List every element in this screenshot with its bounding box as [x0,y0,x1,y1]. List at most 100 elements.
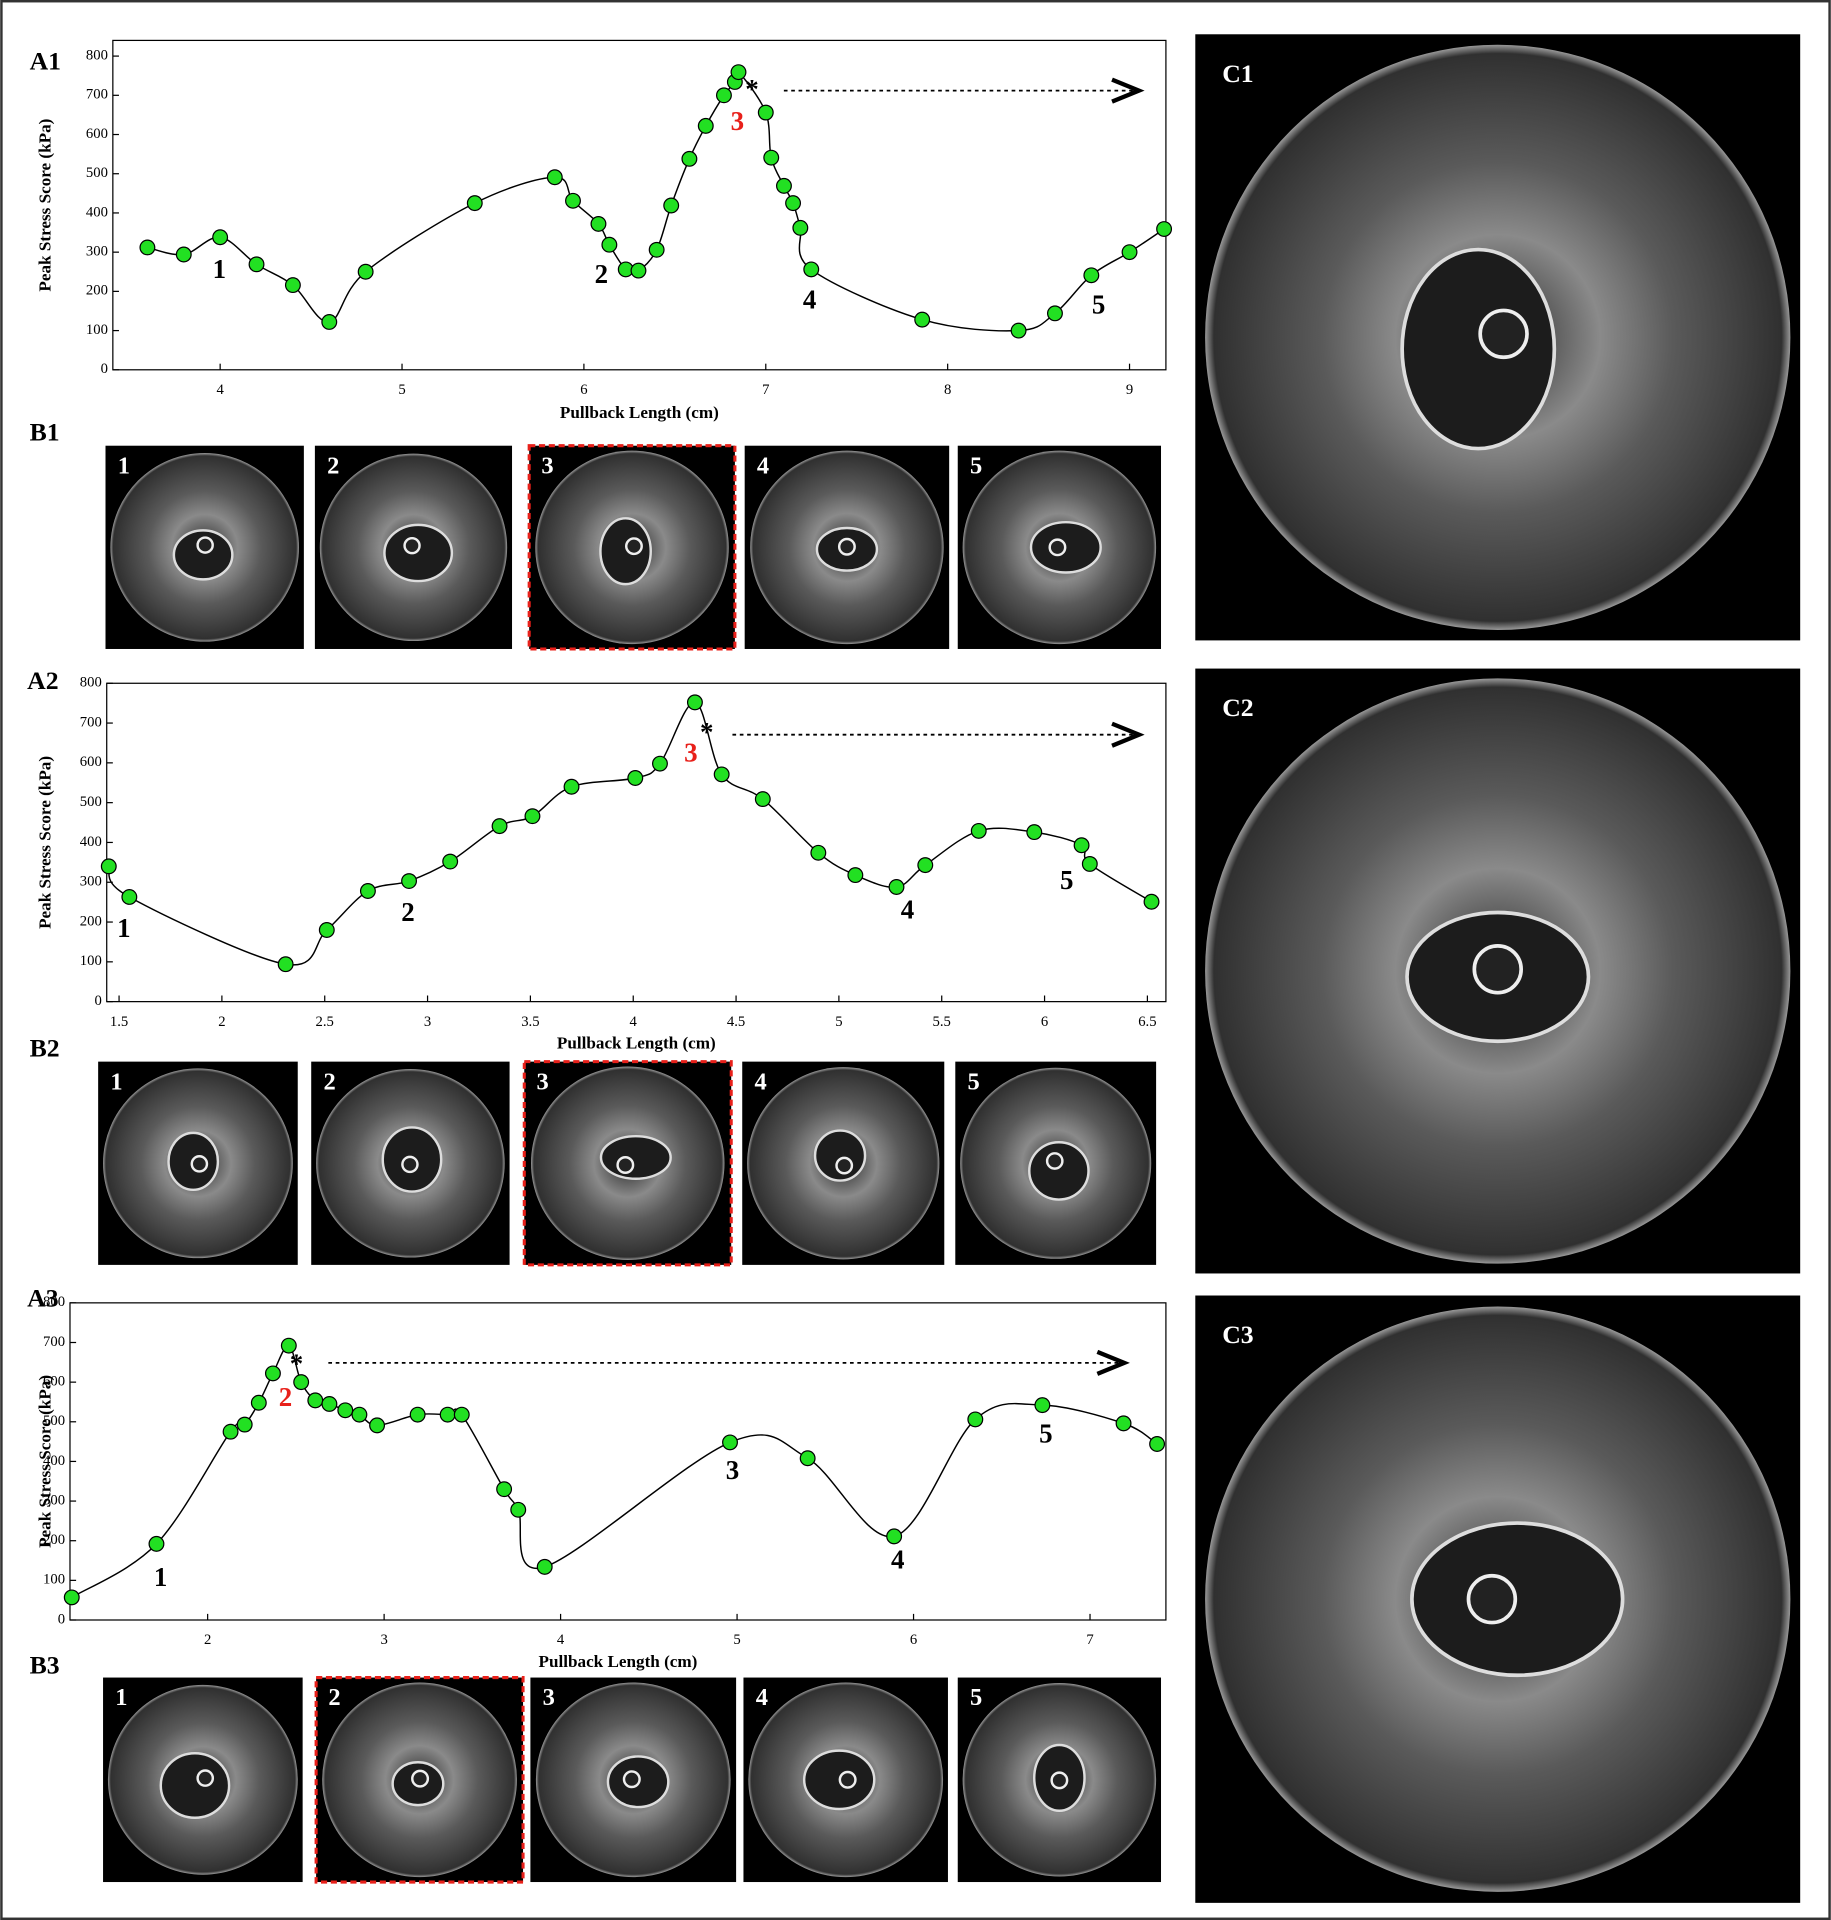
marker [1115,1415,1132,1432]
marker [337,1402,354,1419]
annotation: 5 [1060,865,1073,895]
oct-catheter [411,1769,430,1788]
x-tick-label: 5.5 [933,1014,951,1030]
marker [1156,221,1173,237]
x-tick-label: 5 [733,1632,740,1648]
oct-catheter [403,536,421,555]
marker [1073,837,1090,854]
image-label: 1 [110,1068,122,1095]
marker [563,778,580,795]
marker [442,853,459,870]
y-tick-label: 400 [43,1453,65,1469]
marker [248,256,265,273]
marker [601,236,618,253]
x-tick-label: 7 [762,382,769,398]
y-tick-label: 200 [43,1532,65,1548]
marker [409,1406,426,1423]
marker [1034,1397,1051,1414]
y-tick-label: 100 [43,1572,65,1588]
marker [1047,305,1063,322]
panel-label: A1 [30,47,61,76]
oct-lumen [172,529,234,581]
marker [401,873,418,890]
marker [293,1374,310,1391]
marker [888,879,905,895]
y-tick-label: 0 [58,1611,65,1627]
y-axis-label: Peak Stress Score (kPa) [36,756,55,929]
x-tick-label: 2 [218,1014,225,1030]
marker [466,195,483,212]
annotation: 4 [901,894,914,924]
marker [139,239,156,256]
annotation: * [745,74,758,104]
panel-label: C2 [1222,693,1253,722]
marker [565,192,581,209]
marker [681,150,698,167]
marker [803,261,820,278]
marker [1083,267,1100,284]
x-tick-label: 4 [557,1632,565,1648]
x-tick-label: 9 [1126,382,1133,398]
marker [970,822,987,839]
y-axis-label: Peak Stress Score (kPa) [36,119,55,292]
marker [496,1481,513,1498]
oct-catheter [190,1155,209,1173]
x-tick-label: 6 [910,1632,917,1648]
y-tick-label: 200 [86,283,108,299]
panel-label: C3 [1222,1320,1253,1349]
y-tick-label: 700 [86,87,108,103]
image-label: 3 [543,1684,555,1711]
marker [715,87,732,104]
image-label: 4 [757,452,769,479]
x-axis-label: Pullback Length (cm) [560,403,719,422]
marker [1149,1436,1166,1452]
oct-catheter [1048,538,1067,557]
y-tick-label: 0 [101,361,108,377]
x-tick-label: 4 [630,1014,638,1030]
image-label: 5 [970,452,982,479]
oct-lumen [383,523,454,583]
marker [63,1589,80,1606]
x-tick-label: 1.5 [110,1014,128,1030]
y-tick-label: 300 [43,1492,65,1508]
oct-lumen [1400,247,1557,451]
image-label: 1 [118,452,130,479]
marker [799,1450,816,1467]
marker [886,1528,903,1545]
image-label: 4 [756,1684,768,1711]
y-axis-label: Peak Stress Score (kPa) [36,1375,55,1548]
marker [121,889,138,905]
marker [321,1395,338,1412]
oct-catheter [1050,1771,1069,1790]
panel-label: B3 [30,1651,60,1680]
y-tick-label: 700 [43,1334,65,1350]
marker [536,1558,553,1575]
y-tick-label: 400 [86,204,108,220]
y-tick-label: 400 [80,834,102,850]
annotation: 5 [1039,1419,1052,1449]
oct-catheter [835,1156,854,1175]
marker [627,770,644,786]
y-tick-label: 100 [86,322,108,338]
image-label: 2 [323,1068,335,1095]
plot-area [69,1302,1167,1621]
annotation: 4 [891,1545,904,1575]
marker [686,694,703,711]
y-tick-label: 800 [80,675,102,691]
marker [697,117,714,134]
marker [148,1535,165,1552]
x-tick-label: 8 [944,382,951,398]
marker [280,1337,297,1354]
marker [453,1406,470,1423]
x-axis-label: Pullback Length (cm) [557,1033,716,1052]
plot-area [106,682,1167,1003]
x-tick-label: 3 [380,1632,387,1648]
marker [792,219,809,236]
x-axis-label: Pullback Length (cm) [539,1652,698,1671]
oct-lumen [1028,1141,1090,1201]
marker [730,64,747,81]
marker [1010,322,1027,339]
highlight-frame [522,1060,733,1267]
marker [357,263,374,280]
marker [1121,244,1138,261]
